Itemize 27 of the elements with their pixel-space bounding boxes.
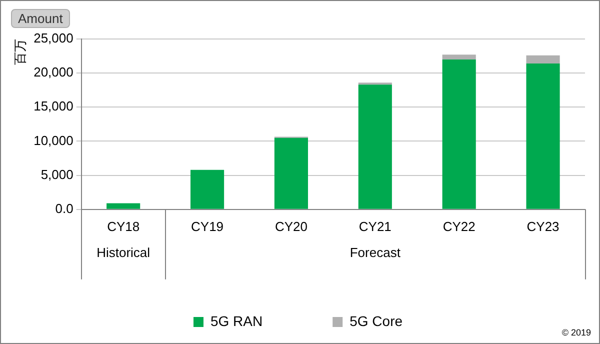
legend-label: 5G RAN: [210, 312, 263, 329]
text: Historical: [96, 244, 150, 260]
bar: [442, 59, 476, 209]
bar: [190, 170, 224, 209]
chart-title: Amount: [11, 9, 70, 28]
bar: [526, 64, 560, 209]
bar: [526, 55, 560, 64]
y-tick-label: 0.0: [55, 200, 74, 216]
x-tick-label: CY18: [107, 218, 140, 234]
bar: [274, 138, 308, 209]
bar: [358, 84, 392, 209]
x-tick-label: CY19: [191, 218, 224, 234]
bar: [442, 54, 476, 60]
y-tick-label: 5,000: [40, 166, 74, 182]
y-axis-title: 百万: [12, 39, 28, 65]
text: © 2019: [562, 327, 591, 338]
x-tick-label: CY21: [358, 218, 392, 234]
x-tick-label: CY23: [526, 218, 560, 234]
y-tick-label: 10,000: [34, 132, 74, 148]
bar: [106, 203, 140, 209]
y-tick-label: 20,000: [34, 64, 74, 80]
x-tick-label: CY22: [442, 218, 476, 234]
text: Forecast: [350, 244, 401, 260]
x-tick-label: CY20: [274, 218, 308, 234]
y-tick-label: 25,000: [34, 30, 74, 46]
y-tick-label: 15,000: [34, 98, 74, 114]
legend-label: 5G Core: [350, 312, 403, 329]
